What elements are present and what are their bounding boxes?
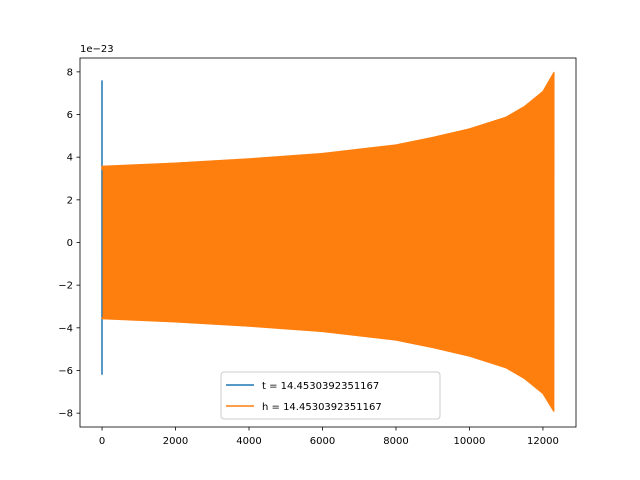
plot-area [101, 71, 555, 412]
y-tick-label: 4 [67, 153, 73, 164]
y-tick-label: 8 [67, 67, 73, 78]
legend: t = 14.4530392351167 h = 14.453039235116… [220, 371, 441, 420]
series-h-line [101, 71, 555, 412]
x-tick-label: 4000 [236, 436, 261, 447]
y-tick-label: 2 [67, 195, 73, 206]
axes: 0 2000 4000 6000 8000 10000 12000 −8 −6 −4 −2 0 2 4 6 8 [58, 57, 577, 447]
y-tick-label: −8 [58, 409, 73, 420]
x-tick-label: 2000 [163, 436, 188, 447]
y-tick-label: 0 [67, 238, 73, 249]
y-tick-label: −6 [58, 366, 73, 377]
y-tick-label: −2 [58, 281, 73, 292]
x-tick-label: 12000 [527, 436, 559, 447]
x-tick-label: 8000 [383, 436, 408, 447]
y-tick-label: 6 [67, 110, 73, 121]
legend-box [220, 371, 441, 420]
x-tick-label: 0 [99, 436, 105, 447]
legend-label-h: h = 14.4530392351167 [262, 402, 382, 413]
legend-label-t: t = 14.4530392351167 [262, 381, 379, 392]
y-tick-label: −4 [58, 323, 73, 334]
x-tick-label: 6000 [310, 436, 335, 447]
x-tick-label: 10000 [454, 436, 486, 447]
y-offset-text: 1e−23 [80, 44, 114, 55]
